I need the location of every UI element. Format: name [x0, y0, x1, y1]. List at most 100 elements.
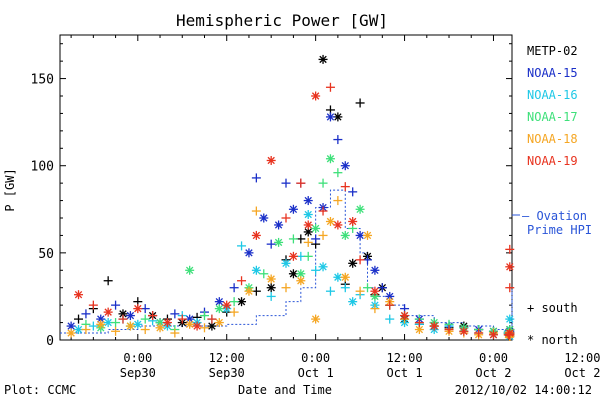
point-noaa-17	[296, 269, 306, 279]
marker-stroke	[297, 277, 305, 285]
point-noaa-19	[288, 251, 298, 261]
marker-stroke	[208, 322, 216, 330]
marker-stroke	[311, 224, 320, 233]
point-noaa-16	[251, 265, 261, 275]
point-noaa-16	[88, 321, 98, 331]
point-noaa-18	[281, 283, 291, 293]
point-metp-02	[288, 269, 298, 279]
point-metp-02	[266, 283, 276, 293]
marker-stroke	[67, 329, 75, 337]
marker-stroke	[489, 331, 498, 339]
point-noaa-19	[505, 244, 515, 254]
marker-stroke	[274, 221, 283, 229]
marker-stroke	[341, 273, 349, 281]
point-noaa-18	[185, 319, 195, 329]
point-noaa-19	[488, 330, 498, 340]
marker-stroke	[237, 297, 246, 306]
marker-stroke	[267, 156, 275, 165]
footer-timestamp: 2012/10/02 14:00:12	[455, 383, 592, 397]
legend-south: + south	[527, 301, 578, 315]
marker-stroke	[245, 249, 253, 257]
point-noaa-19	[444, 325, 454, 335]
point-noaa-15	[288, 204, 298, 214]
point-noaa-18	[355, 286, 365, 296]
point-noaa-19	[429, 321, 439, 331]
marker-stroke	[104, 318, 112, 327]
point-noaa-15	[274, 220, 284, 230]
marker-stroke	[252, 231, 261, 240]
point-noaa-16	[325, 286, 335, 296]
point-noaa-15	[81, 309, 91, 319]
point-metp-02	[74, 314, 84, 324]
data-points	[66, 54, 515, 342]
point-noaa-17	[140, 314, 150, 324]
point-noaa-19	[192, 321, 202, 331]
point-noaa-18	[296, 276, 306, 286]
point-noaa-18	[170, 328, 180, 338]
marker-stroke	[460, 327, 468, 335]
ovation-series	[60, 189, 513, 334]
point-noaa-16	[237, 241, 247, 251]
point-noaa-17	[229, 297, 239, 307]
point-noaa-18	[311, 314, 321, 324]
x-tick-label: Oct 1	[298, 366, 334, 380]
legend-entry-noaa-15: NOAA-15	[527, 66, 578, 80]
point-noaa-18	[318, 230, 328, 240]
point-noaa-18	[66, 328, 76, 338]
point-noaa-18	[96, 319, 106, 329]
point-noaa-19	[162, 318, 172, 328]
point-noaa-17	[325, 154, 335, 164]
marker-stroke	[119, 310, 127, 318]
marker-stroke	[126, 311, 135, 320]
point-metp-02	[318, 54, 328, 64]
marker-stroke	[245, 287, 253, 295]
point-metp-02	[103, 276, 113, 286]
point-noaa-17	[274, 237, 284, 247]
x-tick-label: Oct 2	[475, 366, 511, 380]
y-tick-label: 100	[31, 160, 54, 175]
point-metp-02	[237, 297, 247, 307]
marker-stroke	[282, 259, 290, 268]
point-noaa-19	[266, 155, 276, 165]
point-noaa-18	[125, 321, 135, 331]
point-noaa-19	[88, 300, 98, 310]
point-noaa-18	[199, 323, 209, 333]
marker-stroke	[430, 322, 438, 330]
point-noaa-18	[266, 274, 276, 284]
marker-stroke	[304, 196, 312, 205]
point-noaa-19	[348, 216, 358, 226]
point-noaa-17	[333, 168, 343, 178]
marker-stroke	[371, 266, 379, 274]
point-noaa-19	[281, 213, 291, 223]
marker-stroke	[311, 315, 320, 323]
point-noaa-16	[303, 210, 313, 220]
y-tick-label: 0	[46, 334, 54, 349]
marker-stroke	[289, 205, 298, 213]
point-noaa-15	[111, 300, 121, 310]
marker-stroke	[319, 263, 327, 271]
point-metp-02	[355, 98, 365, 108]
point-noaa-18	[325, 216, 335, 226]
marker-stroke	[267, 284, 275, 292]
x-tick-label: 12:00	[209, 351, 245, 365]
point-noaa-16	[348, 297, 358, 307]
point-noaa-17	[259, 269, 269, 279]
point-noaa-17	[318, 178, 328, 188]
point-noaa-15	[281, 178, 291, 188]
marker-stroke	[334, 221, 342, 229]
marker-stroke	[74, 290, 83, 299]
marker-stroke	[104, 308, 112, 316]
marker-stroke	[252, 266, 261, 274]
point-noaa-16	[505, 314, 515, 324]
marker-stroke	[304, 228, 312, 236]
x-tick-label: 0:00	[123, 351, 152, 365]
point-noaa-19	[325, 82, 335, 92]
point-noaa-19	[474, 328, 484, 338]
point-noaa-18	[111, 326, 121, 336]
point-noaa-15	[340, 161, 350, 171]
marker-stroke	[371, 287, 379, 295]
x-axis-label: Date and Time	[238, 383, 332, 397]
point-noaa-15	[348, 187, 358, 197]
legend-ovation-2: Prime HPI	[527, 223, 592, 237]
x-tick-label: 0:00	[479, 351, 508, 365]
